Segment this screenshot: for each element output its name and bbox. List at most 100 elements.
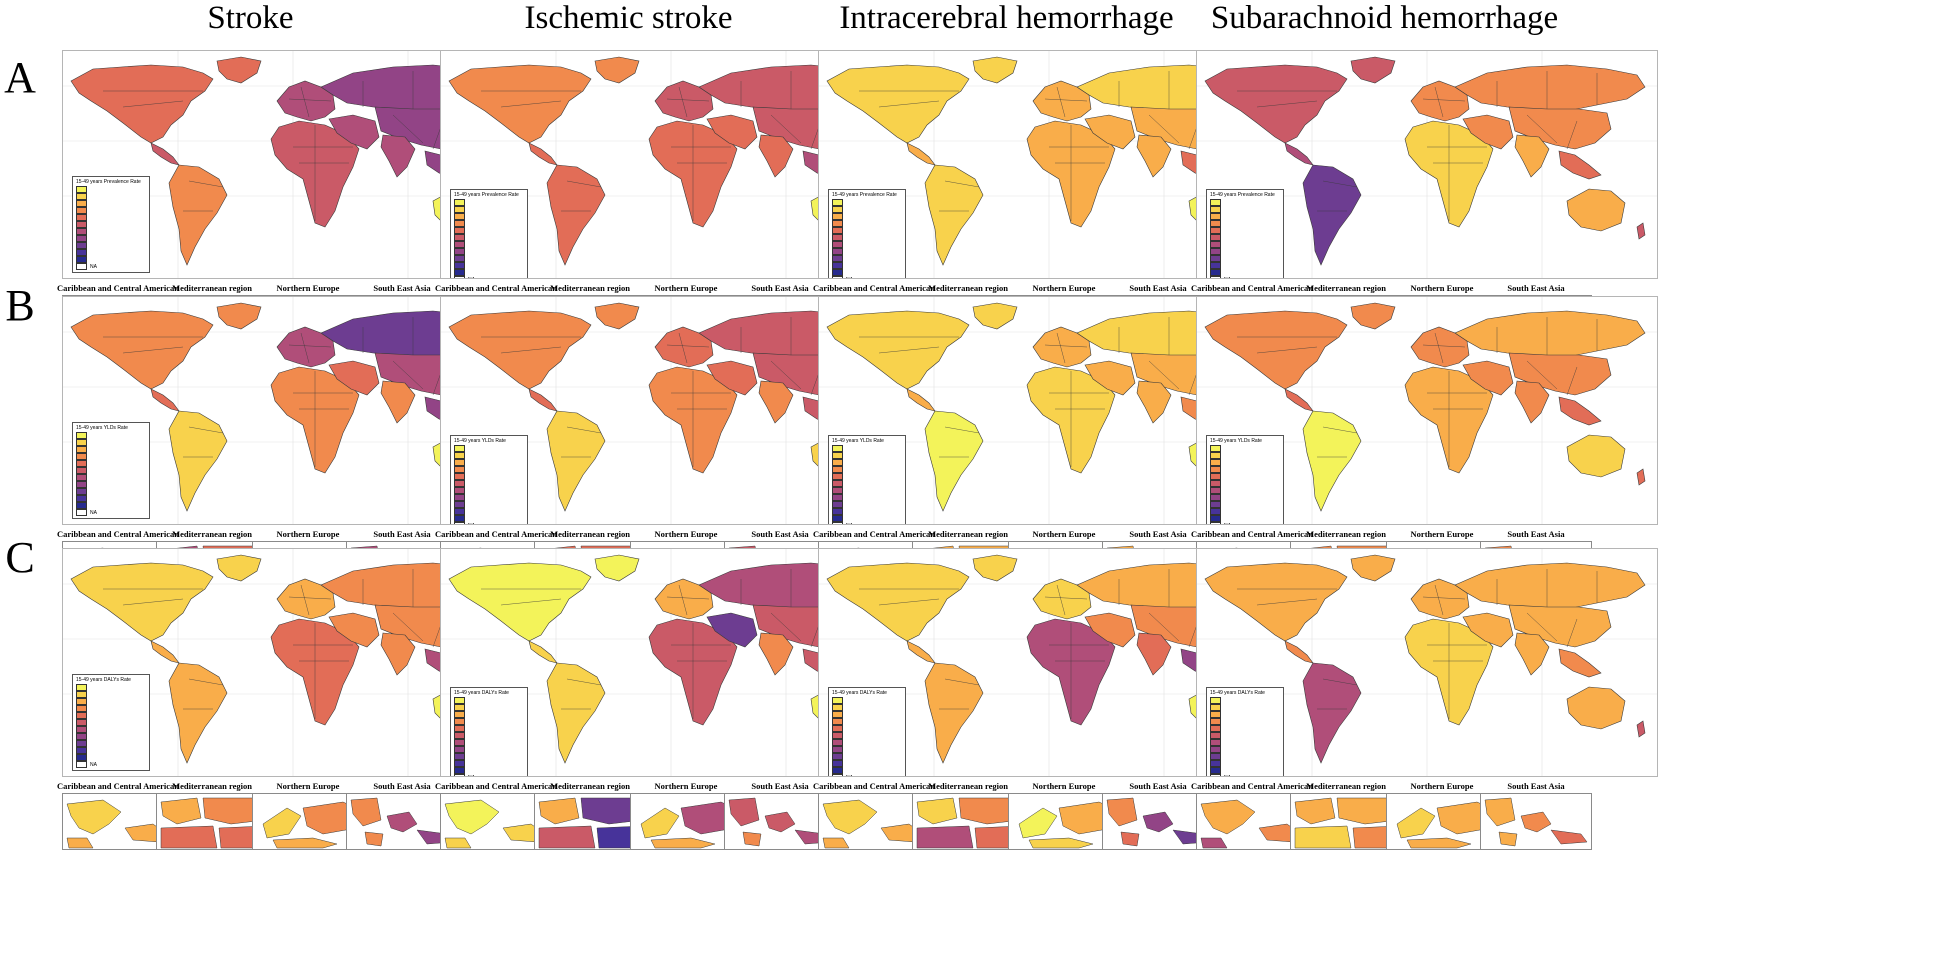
inset-title: South East Asia (1507, 283, 1565, 293)
legend-swatch (832, 697, 843, 705)
map-legend: 15-49 years Prevalence Rate NA (450, 189, 528, 278)
map-legend: 15-49 years DALYs Rate NA (828, 687, 906, 776)
legend-swatch-row (1210, 248, 1280, 256)
legend-swatch-row (76, 432, 146, 440)
region-ca (906, 640, 936, 664)
legend-swatch-row (1210, 718, 1280, 726)
inset-region (262, 807, 302, 839)
region-sa (924, 410, 984, 512)
legend-swatch (1210, 732, 1221, 740)
region-gl (972, 554, 1018, 582)
legend-swatch-row (76, 698, 146, 706)
column-title-ischemic-stroke: Ischemic stroke (524, 0, 733, 36)
inset-title: Northern Europe (654, 781, 718, 791)
legend-swatch (1210, 718, 1221, 726)
legend-swatch (1210, 276, 1221, 278)
inset-region (1200, 799, 1256, 835)
inset-title: Caribbean and Central American (434, 529, 558, 539)
legend-swatch (1210, 452, 1221, 460)
country-border (1148, 360, 1180, 390)
region-au (1566, 686, 1626, 730)
legend-swatch (1210, 220, 1221, 228)
legend-swatch (454, 725, 465, 733)
legend-swatch (1210, 725, 1221, 733)
legend-swatch-row (76, 495, 146, 503)
legend-swatch (76, 446, 87, 454)
inset-title: South East Asia (1129, 529, 1187, 539)
map-legend: 15-49 years DALYs Rate NA (1206, 687, 1284, 776)
region-na (1204, 310, 1348, 390)
inset-title: Caribbean and Central American (434, 781, 558, 791)
region-eu (276, 80, 336, 122)
region-me (1462, 360, 1514, 396)
legend-swatch (832, 711, 843, 719)
country-border (944, 426, 980, 434)
region-in (1136, 380, 1172, 424)
inset-title: South East Asia (751, 781, 809, 791)
legend-swatch-row (1210, 760, 1280, 768)
legend-swatch-row (76, 488, 146, 496)
region-ca (1284, 142, 1314, 166)
inset-region (364, 831, 384, 847)
region-sa (546, 164, 606, 266)
legend-swatch (832, 508, 843, 516)
legend-swatch (454, 515, 465, 523)
legend-swatch-row (832, 760, 902, 768)
inset-region (1484, 797, 1516, 827)
legend-swatch (454, 473, 465, 481)
legend-swatch (832, 753, 843, 761)
region-ca (528, 640, 558, 664)
region-eu (654, 326, 714, 368)
legend-swatch-row (832, 767, 902, 775)
legend-swatch (454, 501, 465, 509)
region-na (448, 64, 592, 144)
legend-swatch (454, 262, 465, 270)
legend-swatch (832, 522, 843, 524)
country-border (1148, 114, 1180, 144)
region-eu (1032, 80, 1092, 122)
country-border (878, 598, 940, 606)
region-sa (924, 164, 984, 266)
country-border (122, 100, 184, 108)
legend-swatch (1210, 206, 1221, 214)
legend-na-row: NA (832, 774, 902, 776)
legend-swatch (76, 719, 87, 727)
legend-swatch-row (76, 740, 146, 748)
legend-swatch-row (454, 248, 524, 256)
legend-swatch (1210, 480, 1221, 488)
legend-swatch (454, 220, 465, 228)
inset-map-svg (1484, 797, 1588, 847)
legend-swatch-row (832, 199, 902, 207)
legend-title: 15-49 years YLDs Rate (832, 438, 884, 444)
legend-swatch (454, 206, 465, 214)
region-sa (1302, 662, 1362, 764)
legend-swatch-row (454, 515, 524, 523)
country-border (300, 86, 310, 118)
legend-swatch-row (454, 725, 524, 733)
legend-swatch-row (832, 739, 902, 747)
legend-swatch-row (76, 228, 146, 236)
inset-title: Mediterranean region (928, 781, 1008, 791)
legend-swatch-row (832, 445, 902, 453)
region-eu (1032, 578, 1092, 620)
legend-swatch-row (1210, 213, 1280, 221)
map-legend: 15-49 years DALYs Rate NA (72, 674, 150, 772)
legend-swatch-row (76, 200, 146, 208)
region-me (328, 114, 380, 150)
legend-swatch-row (832, 220, 902, 228)
country-border (1044, 98, 1088, 102)
region-gl (594, 302, 640, 330)
region-gl (216, 554, 262, 582)
inset-title: Caribbean and Central American (434, 283, 558, 293)
legend-swatch (832, 459, 843, 467)
legend-swatch (1210, 248, 1221, 256)
legend-swatch-row (454, 227, 524, 235)
legend-swatch-row (76, 242, 146, 250)
legend-swatch-row (832, 746, 902, 754)
country-border (666, 98, 710, 102)
legend-swatch (1210, 704, 1221, 712)
region-sea (1558, 396, 1602, 426)
legend-swatch (76, 474, 87, 482)
country-border (500, 346, 562, 354)
region-ca (150, 388, 180, 412)
